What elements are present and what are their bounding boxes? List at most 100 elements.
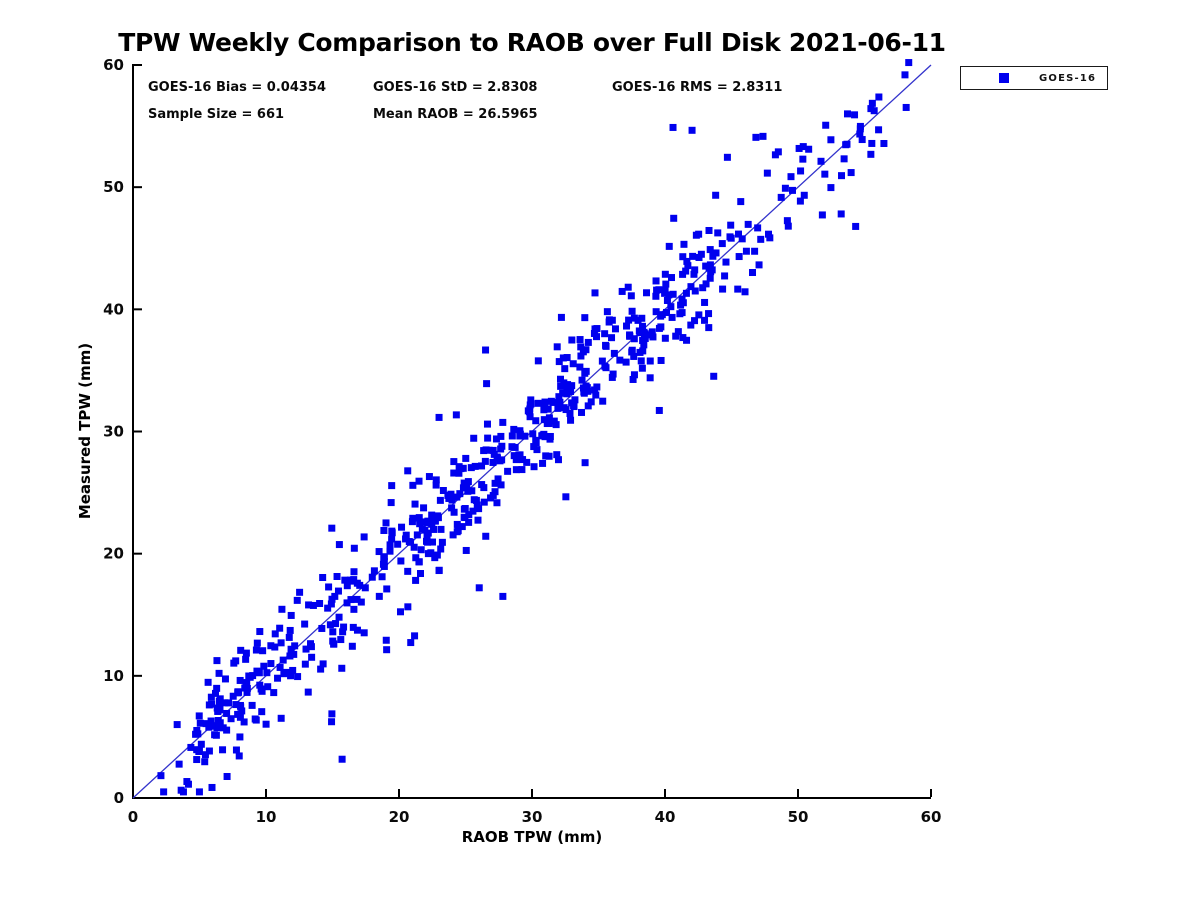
scatter-point: [669, 123, 677, 131]
scatter-point: [449, 531, 457, 539]
scatter-point: [421, 518, 429, 526]
scatter-point: [702, 280, 710, 288]
scatter-point: [726, 233, 734, 241]
scatter-point: [661, 334, 669, 342]
scatter-point: [450, 469, 458, 477]
scatter-point: [408, 518, 416, 526]
scatter-point: [262, 720, 270, 728]
scatter-point: [630, 335, 638, 343]
scatter-point: [667, 303, 675, 311]
scatter-point: [634, 316, 642, 324]
scatter-point: [347, 596, 355, 604]
scatter-point: [556, 375, 564, 383]
scatter-point: [251, 715, 259, 723]
x-tick-label: 30: [522, 808, 543, 826]
legend-label-goes16: GOES-16: [1039, 72, 1097, 84]
scatter-point: [712, 249, 720, 257]
scatter-point: [799, 155, 807, 163]
scatter-point: [678, 295, 686, 303]
scatter-point: [742, 247, 750, 255]
scatter-point: [734, 285, 742, 293]
scatter-point: [630, 314, 638, 322]
scatter-point: [516, 427, 524, 435]
scatter-point: [349, 623, 357, 631]
scatter-point: [435, 413, 443, 421]
scatter-point: [721, 272, 729, 280]
scatter-point: [350, 568, 358, 576]
scatter-point: [334, 587, 342, 595]
scatter-point: [433, 551, 441, 559]
scatter-point: [470, 434, 478, 442]
scatter-point: [219, 746, 227, 754]
scatter-point: [471, 462, 479, 470]
scatter-point: [534, 357, 542, 365]
scatter-point: [229, 692, 237, 700]
scatter-point: [264, 683, 272, 691]
scatter-point: [628, 346, 636, 354]
scatter-point: [207, 717, 215, 725]
scatter-point: [227, 715, 235, 723]
scatter-point: [688, 126, 696, 134]
scatter-point: [705, 264, 713, 272]
scatter-point: [577, 352, 585, 360]
scatter-point: [380, 558, 388, 566]
scatter-point: [302, 645, 310, 653]
scatter-point: [567, 388, 575, 396]
scatter-point: [464, 478, 472, 486]
scatter-point: [550, 417, 558, 425]
scatter-point: [260, 662, 268, 670]
scatter-point: [489, 491, 497, 499]
scatter-point: [543, 420, 551, 428]
scatter-point: [661, 270, 669, 278]
scatter-point: [516, 432, 524, 440]
scatter-point: [582, 382, 590, 390]
scatter-point: [397, 608, 405, 616]
scatter-point: [404, 567, 412, 575]
scatter-point: [253, 639, 261, 647]
scatter-point: [234, 710, 242, 718]
y-tick-label: 0: [114, 789, 124, 807]
scatter-point: [232, 746, 240, 754]
scatter-point: [735, 253, 743, 261]
scatter-point: [526, 405, 534, 413]
scatter-point: [754, 224, 762, 232]
scatter-point: [215, 669, 223, 677]
scatter-point: [287, 645, 295, 653]
scatter-point: [530, 463, 538, 471]
scatter-point: [652, 292, 660, 300]
scatter-point: [559, 354, 567, 362]
scatter-point: [552, 421, 560, 429]
scatter-point: [701, 298, 709, 306]
scatter-point: [213, 684, 221, 692]
scatter-point: [465, 511, 473, 519]
scatter-point: [643, 289, 651, 297]
scatter-point: [630, 371, 638, 379]
scatter-point: [532, 417, 540, 425]
y-axis-label: Measured TPW (mm): [76, 342, 94, 520]
scatter-point: [416, 570, 424, 578]
scatter-point: [420, 504, 428, 512]
scatter-point: [482, 346, 490, 354]
scatter-point: [682, 267, 690, 275]
scatter-point: [258, 708, 266, 716]
scatter-point: [361, 584, 369, 592]
scatter-point: [562, 493, 570, 501]
scatter-point: [197, 740, 205, 748]
scatter-point: [646, 374, 654, 382]
scatter-point: [232, 701, 240, 709]
scatter-point: [856, 125, 864, 133]
scatter-point: [533, 446, 541, 454]
scatter-point: [204, 678, 212, 686]
scatter-point: [867, 150, 875, 158]
scatter-point: [608, 373, 616, 381]
scatter-point: [662, 280, 670, 288]
scatter-point: [608, 316, 616, 324]
scatter-point: [412, 554, 420, 562]
scatter-point: [592, 391, 600, 399]
stat-sample-size: Sample Size = 661: [148, 107, 285, 122]
scatter-point: [450, 508, 458, 516]
scatter-point: [759, 132, 767, 140]
scatter-point: [240, 718, 248, 726]
scatter-point: [214, 707, 222, 715]
scatter-point: [691, 317, 699, 325]
